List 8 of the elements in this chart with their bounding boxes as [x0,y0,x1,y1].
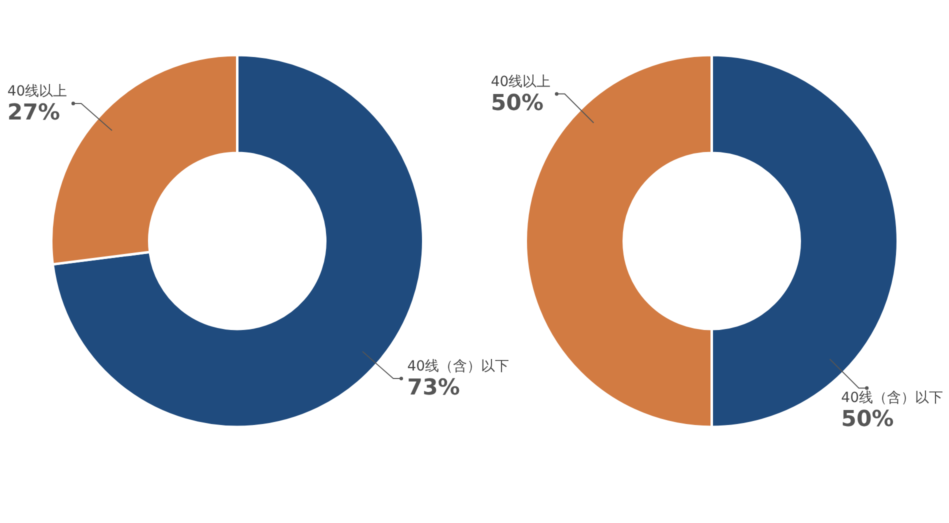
data-label: 73% [407,376,460,401]
slice-label: 40线（含）以下 [407,358,510,375]
data-label: 27% [7,100,60,126]
slice-label: 40线以上 [490,74,551,90]
slice-label: 40线以上 [7,83,68,100]
data-label: 50% [490,90,544,116]
slice-label: 40线（含）以下 [841,390,943,406]
data-label: 50% [841,407,894,432]
